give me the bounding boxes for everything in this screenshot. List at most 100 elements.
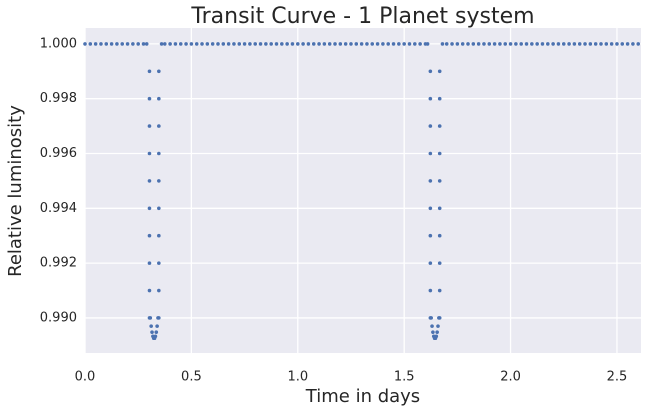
data-point [290,42,295,46]
data-point [428,179,433,183]
y-tick-label: 0.994 [40,201,77,216]
data-point [413,42,417,46]
data-point [147,233,152,238]
data-point [514,42,518,46]
data-point [154,330,159,334]
data-point [301,42,305,46]
data-point [386,42,391,46]
data-point [609,42,614,46]
data-point [115,42,119,46]
data-point [434,334,439,339]
data-point [381,42,385,46]
data-point [437,261,442,265]
data-point [200,42,204,46]
data-point [157,151,161,156]
data-point [343,42,348,46]
data-point [437,233,442,238]
data-point [535,42,539,46]
data-point [583,42,587,46]
data-point [444,42,449,46]
data-point [437,124,442,128]
data-point [149,324,153,328]
data-point [210,42,215,46]
data-point [631,42,635,46]
data-point [604,42,609,46]
data-point [162,42,167,46]
data-point [418,42,422,46]
data-point [93,42,98,46]
data-point [425,42,430,46]
data-point [375,42,380,46]
data-point [274,42,279,46]
data-point [168,42,172,46]
data-point [428,288,433,293]
data-point [184,42,188,46]
data-point [189,42,194,46]
data-point [157,69,161,74]
x-tick-label: 1.5 [394,370,415,385]
data-point [253,42,258,46]
data-point [435,330,439,334]
data-point [428,233,433,238]
data-point [440,42,445,46]
data-point [338,42,343,46]
data-point [205,42,210,46]
data-point [280,42,284,46]
x-axis-label: Time in days [305,386,420,407]
data-point [285,42,289,46]
data-point [625,42,630,46]
data-point [431,330,435,334]
data-point [615,42,619,46]
data-point [430,324,434,328]
data-point [317,42,321,46]
data-point [153,334,158,339]
data-point [551,42,555,46]
data-point [157,288,161,293]
data-point [487,42,492,46]
data-point [295,42,300,46]
data-point [466,42,470,46]
data-point [593,42,598,46]
data-point [157,179,161,183]
data-point [482,42,486,46]
data-point [258,42,263,46]
data-point [572,42,577,46]
y-tick-label: 0.998 [40,91,77,106]
data-point [450,42,454,46]
data-point [150,330,154,334]
data-point [503,42,508,46]
data-point [157,233,161,238]
data-point [359,42,364,46]
data-point [437,96,442,101]
data-point [428,96,433,101]
data-point [157,206,161,211]
data-point [141,42,146,46]
data-point [524,42,529,46]
data-point [498,42,502,46]
data-point [365,42,369,46]
data-point [178,42,183,46]
data-point [157,316,161,320]
data-point [508,42,513,46]
y-tick-label: 0.996 [40,146,77,161]
data-point [147,179,152,183]
data-point [147,124,152,128]
data-point [636,42,641,46]
data-point [599,42,603,46]
data-point [397,42,401,46]
data-point [437,288,442,293]
data-point [460,42,465,46]
data-point [157,124,161,128]
data-point [428,261,433,265]
data-point [519,42,524,46]
y-tick-label: 1.000 [40,36,77,51]
data-point [620,42,625,46]
data-point [437,179,442,183]
data-point [436,324,440,328]
data-point [147,288,152,293]
data-point [104,42,109,46]
x-tick-label: 0.5 [181,370,202,385]
data-point [147,96,152,101]
chart-title: Transit Curve - 1 Planet system [190,4,534,29]
data-point [232,42,236,46]
